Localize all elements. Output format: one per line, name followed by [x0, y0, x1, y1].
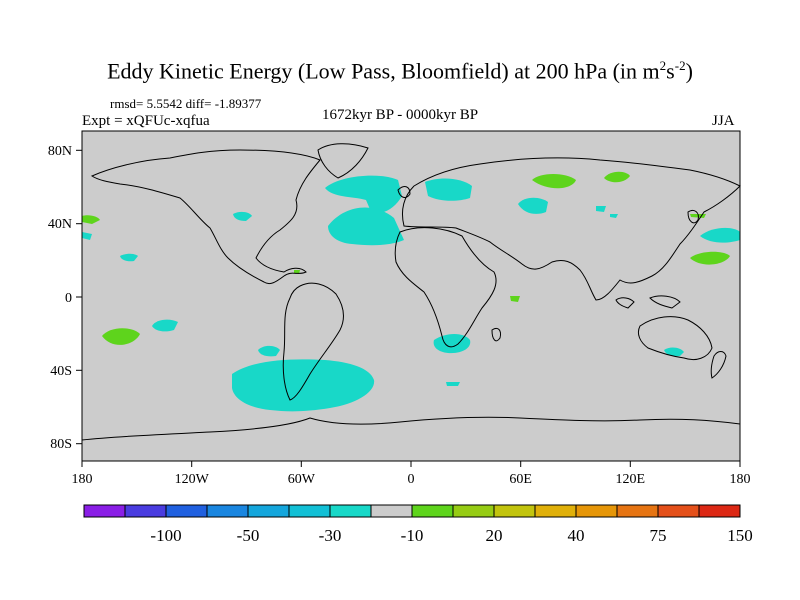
coastline-north-america: [90, 149, 321, 285]
colorbar-label: -50: [237, 526, 260, 545]
anomaly-south-indian-east: [664, 347, 684, 357]
colorbar-label: -10: [401, 526, 424, 545]
stats-text: rmsd= 5.5542 diff= -1.89377: [110, 96, 262, 111]
anomaly-north-pacific-west: [82, 232, 92, 240]
anomaly-small-asia-2: [610, 214, 618, 218]
colorbar-label: 75: [650, 526, 667, 545]
colorbar-swatch: [452, 504, 495, 518]
anomaly-mid-atlantic: [328, 207, 404, 246]
anomaly-south-pacific: [152, 319, 178, 332]
colorbar-swatch: [493, 504, 536, 518]
anomaly-central-asia: [518, 197, 548, 214]
coastline-australia: [637, 316, 713, 361]
title-unit-s: s: [666, 58, 675, 84]
colorbar-swatch: [698, 504, 741, 518]
lon-label: 180: [72, 472, 93, 487]
coastline-madagascar: [491, 327, 501, 342]
colorbar-label: 40: [568, 526, 585, 545]
colorbar-swatch: [83, 504, 126, 518]
coastline-antarctica: [81, 416, 741, 441]
coastline-borneo: [615, 297, 635, 309]
anomaly-north-pacific: [82, 215, 100, 224]
anomaly-indian-ocean: [510, 296, 520, 302]
anomaly-north-pacific-east: [700, 227, 740, 243]
lat-label: 80S: [50, 437, 72, 452]
title-superscript-2: -2: [674, 58, 686, 73]
map-background: [82, 131, 740, 461]
lat-label: 0: [65, 291, 72, 306]
colorbar-swatch: [575, 504, 618, 518]
colorbar-swatch: [124, 504, 167, 518]
axis-ticks: [76, 149, 741, 467]
anomaly-east-siberia: [604, 171, 630, 183]
coastline-new-zealand: [710, 351, 727, 379]
colorbar-label: 150: [727, 526, 753, 545]
coastline-new-guinea: [649, 295, 681, 309]
anomaly-west-pacific: [690, 251, 730, 265]
coastline-british-isles: [397, 186, 411, 198]
colorbar-swatch: [370, 504, 413, 518]
title-text: Eddy Kinetic Energy (Low Pass, Bloomfiel…: [107, 58, 660, 84]
colorbar-swatch: [288, 504, 331, 518]
coastline-japan: [687, 209, 699, 224]
coastline-eurasia: [401, 157, 741, 301]
colorbar-swatch: [329, 504, 372, 518]
lat-label: 40S: [50, 364, 72, 379]
colorbar-swatch: [247, 504, 290, 518]
anomaly-east-pacific: [120, 253, 138, 262]
lat-label: 40N: [48, 217, 72, 232]
anomaly-small-asia: [596, 206, 606, 212]
colorbar-swatch: [165, 504, 208, 518]
colorbar-swatch: [657, 504, 700, 518]
experiment-label: Expt = xQFUc-xqfua: [82, 113, 210, 129]
coastlines: [81, 143, 741, 441]
lon-label: 0: [408, 472, 415, 487]
colorbar-labels: -100 -50 -30 -10 20 40 75 150: [150, 526, 752, 545]
anomaly-south-pacific-2: [258, 345, 280, 357]
colorbar: [83, 504, 741, 518]
lon-label: 180: [730, 472, 751, 487]
period-label: 1672kyr BP - 0000kyr BP: [321, 107, 479, 123]
coastline-africa: [394, 227, 497, 348]
colorbar-swatch: [206, 504, 249, 518]
lon-label: 60W: [288, 472, 316, 487]
anomaly-north-america: [233, 211, 252, 221]
anomaly-siberia: [532, 174, 576, 189]
colorbar-swatch: [411, 504, 454, 518]
colorbar-swatch: [616, 504, 659, 518]
season-label: JJA: [712, 113, 735, 129]
colorbar-label: -100: [150, 526, 181, 545]
lat-label: 80N: [48, 144, 72, 159]
colorbar-swatch: [534, 504, 577, 518]
lon-label: 120W: [175, 472, 210, 487]
title-superscript-1: 2: [659, 58, 667, 73]
colorbar-label: 20: [486, 526, 503, 545]
lon-label: 120E: [616, 472, 646, 487]
coastline-greenland: [317, 143, 369, 179]
anomaly-south-indian: [446, 382, 460, 386]
anomaly-scandinavia: [425, 178, 472, 201]
positive-anomalies: [82, 171, 730, 345]
title-close: ): [685, 58, 693, 84]
lon-label: 60E: [509, 472, 532, 487]
anomaly-north-atlantic: [325, 175, 402, 214]
map-title: Eddy Kinetic Energy (Low Pass, Bloomfiel…: [0, 58, 800, 84]
anomaly-south-pacific-west: [102, 328, 140, 345]
coastline-south-america: [282, 282, 344, 401]
colorbar-label: -30: [319, 526, 342, 545]
